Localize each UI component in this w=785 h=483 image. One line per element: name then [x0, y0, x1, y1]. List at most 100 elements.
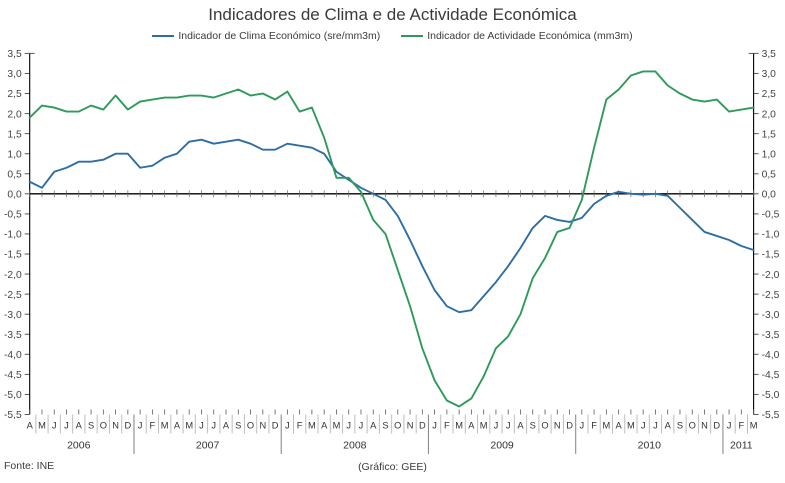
svg-text:O: O — [100, 421, 107, 431]
svg-text:J: J — [494, 421, 499, 431]
svg-text:1,5: 1,5 — [7, 129, 22, 140]
svg-text:N: N — [407, 421, 414, 431]
svg-text:J: J — [52, 421, 57, 431]
svg-text:D: D — [713, 421, 720, 431]
svg-text:3,0: 3,0 — [7, 69, 22, 80]
svg-text:-3,5: -3,5 — [762, 330, 780, 341]
svg-text:S: S — [235, 421, 241, 431]
svg-text:-3,0: -3,0 — [4, 310, 22, 321]
svg-text:S: S — [677, 421, 683, 431]
svg-text:A: A — [616, 421, 623, 431]
svg-text:-1,0: -1,0 — [4, 230, 22, 241]
svg-text:1,0: 1,0 — [762, 149, 777, 160]
svg-text:2010: 2010 — [638, 440, 662, 452]
svg-text:2008: 2008 — [343, 440, 367, 452]
svg-text:-0,5: -0,5 — [4, 210, 22, 221]
svg-text:J: J — [727, 421, 732, 431]
svg-text:D: D — [272, 421, 279, 431]
svg-text:1,0: 1,0 — [7, 149, 22, 160]
svg-text:0,0: 0,0 — [7, 190, 22, 201]
svg-text:S: S — [530, 421, 536, 431]
svg-text:F: F — [738, 421, 744, 431]
svg-text:D: D — [125, 421, 132, 431]
svg-text:A: A — [76, 421, 83, 431]
svg-text:0,5: 0,5 — [762, 169, 777, 180]
svg-text:A: A — [468, 421, 475, 431]
svg-text:3,5: 3,5 — [7, 49, 22, 60]
svg-text:M: M — [480, 421, 488, 431]
svg-text:-1,0: -1,0 — [762, 230, 780, 241]
svg-text:2,5: 2,5 — [7, 89, 22, 100]
svg-text:-2,0: -2,0 — [4, 270, 22, 281]
svg-text:J: J — [580, 421, 585, 431]
svg-text:-0,5: -0,5 — [762, 210, 780, 221]
svg-text:-4,5: -4,5 — [762, 370, 780, 381]
svg-text:J: J — [64, 421, 69, 431]
svg-text:3,5: 3,5 — [762, 49, 777, 60]
svg-text:M: M — [455, 421, 463, 431]
svg-text:F: F — [150, 421, 156, 431]
svg-text:2009: 2009 — [490, 440, 514, 452]
svg-text:-2,5: -2,5 — [4, 290, 22, 301]
svg-text:0,0: 0,0 — [762, 190, 777, 201]
svg-text:0,5: 0,5 — [7, 169, 22, 180]
svg-text:N: N — [259, 421, 266, 431]
svg-text:M: M — [38, 421, 46, 431]
svg-text:J: J — [346, 421, 351, 431]
svg-text:J: J — [432, 421, 437, 431]
svg-text:N: N — [112, 421, 119, 431]
svg-text:J: J — [641, 421, 646, 431]
svg-text:D: D — [419, 421, 426, 431]
svg-text:S: S — [88, 421, 94, 431]
svg-text:A: A — [27, 421, 34, 431]
svg-text:-5,5: -5,5 — [762, 410, 780, 421]
svg-text:2,0: 2,0 — [762, 109, 777, 120]
svg-text:M: M — [161, 421, 169, 431]
svg-text:-4,0: -4,0 — [4, 350, 22, 361]
svg-text:2011: 2011 — [730, 440, 753, 452]
svg-text:M: M — [333, 421, 341, 431]
svg-text:-4,5: -4,5 — [4, 370, 22, 381]
svg-text:F: F — [444, 421, 450, 431]
svg-text:J: J — [359, 421, 364, 431]
svg-text:1,5: 1,5 — [762, 129, 777, 140]
svg-text:-5,0: -5,0 — [4, 390, 22, 401]
svg-text:A: A — [321, 421, 328, 431]
svg-text:J: J — [285, 421, 290, 431]
svg-text:A: A — [517, 421, 524, 431]
svg-text:2007: 2007 — [196, 440, 220, 452]
svg-text:-2,5: -2,5 — [762, 290, 780, 301]
svg-text:-5,5: -5,5 — [4, 410, 22, 421]
svg-text:-1,5: -1,5 — [4, 250, 22, 261]
svg-text:-3,5: -3,5 — [4, 330, 22, 341]
svg-text:-3,0: -3,0 — [762, 310, 780, 321]
svg-text:M: M — [627, 421, 635, 431]
svg-text:N: N — [701, 421, 708, 431]
svg-text:-4,0: -4,0 — [762, 350, 780, 361]
svg-text:O: O — [689, 421, 696, 431]
svg-text:A: A — [370, 421, 377, 431]
svg-text:M: M — [185, 421, 193, 431]
svg-text:J: J — [506, 421, 511, 431]
svg-text:J: J — [653, 421, 658, 431]
svg-text:-1,5: -1,5 — [762, 250, 780, 261]
svg-text:M: M — [308, 421, 316, 431]
svg-text:M: M — [750, 421, 758, 431]
svg-text:J: J — [138, 421, 143, 431]
svg-text:S: S — [382, 421, 388, 431]
svg-text:A: A — [174, 421, 181, 431]
svg-text:J: J — [199, 421, 204, 431]
svg-text:F: F — [591, 421, 597, 431]
svg-text:F: F — [297, 421, 303, 431]
svg-text:2,5: 2,5 — [762, 89, 777, 100]
svg-text:-5,0: -5,0 — [762, 390, 780, 401]
svg-text:M: M — [602, 421, 610, 431]
svg-text:2,0: 2,0 — [7, 109, 22, 120]
svg-text:N: N — [554, 421, 561, 431]
svg-text:D: D — [566, 421, 573, 431]
svg-text:3,0: 3,0 — [762, 69, 777, 80]
svg-text:O: O — [394, 421, 401, 431]
svg-text:A: A — [665, 421, 672, 431]
svg-text:A: A — [223, 421, 230, 431]
svg-text:-2,0: -2,0 — [762, 270, 780, 281]
